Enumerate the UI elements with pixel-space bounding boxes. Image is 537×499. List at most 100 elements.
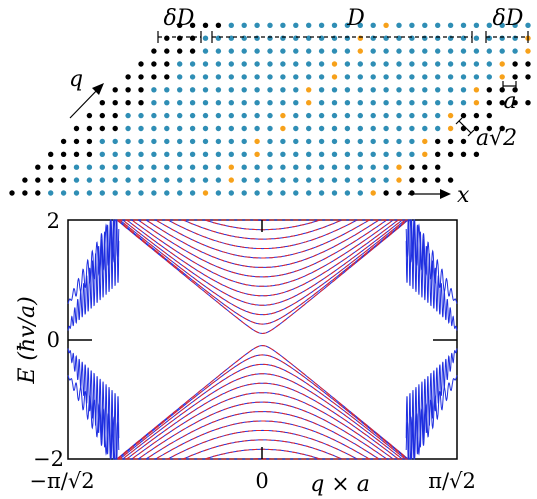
lattice-site (241, 48, 247, 54)
lattice-site (344, 74, 351, 80)
lattice-site (306, 100, 312, 106)
lattice-site (267, 35, 273, 41)
lattice-site (86, 125, 93, 132)
lattice-site (215, 61, 222, 67)
lattice-site (396, 61, 402, 67)
lattice-site (60, 151, 67, 157)
lattice-site (486, 100, 492, 106)
lattice-site (331, 112, 338, 119)
lattice-site (73, 190, 80, 196)
lattice-site (357, 100, 363, 106)
lattice-site (447, 48, 454, 54)
lattice-site (473, 112, 480, 119)
lattice-site (383, 125, 389, 132)
lattice-site (422, 164, 428, 170)
lattice-site (73, 177, 80, 183)
lattice-site (9, 190, 15, 196)
band-line-red (117, 219, 408, 278)
lattice-site (48, 177, 54, 183)
lattice-site (344, 35, 351, 41)
lattice-site (525, 48, 531, 54)
lattice-site (202, 100, 209, 106)
lattice-site (280, 35, 286, 41)
lattice-site (396, 177, 402, 183)
lattice-site (435, 48, 441, 54)
lattice-site (512, 48, 518, 54)
lattice-site (460, 74, 467, 80)
lattice-site (189, 164, 196, 170)
lattice-site (318, 125, 325, 132)
lattice-site (228, 151, 234, 157)
lattice-site (138, 87, 144, 93)
lattice-site (396, 87, 402, 93)
lattice-site (396, 48, 402, 54)
lattice-site (164, 138, 170, 145)
lattice-site (396, 74, 402, 80)
lattice-site (164, 100, 170, 106)
edge-band-blue (67, 375, 120, 460)
lattice-site (280, 151, 286, 157)
lattice-site (267, 87, 273, 93)
label-delta-d-left: δD (164, 6, 195, 31)
lattice-site (318, 100, 325, 106)
lattice-site (125, 87, 131, 93)
lattice-site (357, 125, 363, 132)
lattice-site (112, 151, 118, 157)
lattice-site (525, 74, 531, 80)
lattice-site (228, 125, 234, 132)
lattice-site (215, 190, 222, 196)
lattice-site (254, 138, 260, 145)
lattice-site (228, 35, 234, 41)
lattice-site (331, 125, 338, 132)
lattice-site (435, 151, 441, 157)
lattice-site (177, 164, 183, 170)
lattice-site (267, 138, 273, 145)
lattice-site (189, 35, 196, 41)
lattice-site (331, 164, 338, 170)
lattice-site (447, 177, 454, 183)
lattice-site (293, 190, 299, 196)
lattice-site (164, 61, 170, 67)
lattice-site (215, 112, 222, 119)
lattice-site (189, 151, 196, 157)
band-line-red (116, 344, 409, 460)
lattice-site (344, 48, 351, 54)
lattice-site (151, 48, 157, 54)
lattice-site (215, 100, 222, 106)
lattice-site (112, 177, 118, 183)
lattice-site (383, 87, 389, 93)
lattice-site (525, 100, 531, 106)
lattice-site (138, 125, 144, 132)
lattice-site (499, 48, 505, 54)
lattice-site (215, 48, 222, 54)
lattice-site (525, 61, 531, 67)
lattice-site (473, 125, 480, 132)
lattice-site (357, 164, 363, 170)
lattice-site (293, 100, 299, 106)
lattice-site (164, 35, 170, 41)
lattice-site (318, 151, 325, 157)
lattice-site (22, 177, 28, 183)
lattice-site (241, 125, 247, 132)
lattice-site (396, 112, 402, 119)
lattice-site (99, 125, 106, 132)
lattice-site (99, 100, 106, 106)
lattice-site (486, 35, 492, 41)
lattice-site (280, 100, 286, 106)
band-line-red (117, 382, 408, 460)
lattice-site (189, 22, 196, 28)
lattice-site (267, 22, 273, 28)
lattice-site (228, 112, 234, 119)
lattice-site (228, 164, 234, 170)
edge-band-blue (67, 348, 120, 460)
lattice-site (370, 74, 376, 80)
lattice-site (241, 138, 247, 145)
lattice-site (241, 74, 247, 80)
lattice-site (151, 61, 157, 67)
lattice-site (241, 164, 247, 170)
lattice-site (370, 125, 376, 132)
lattice-site (138, 190, 144, 196)
lattice-site (409, 112, 415, 119)
lattice-site (396, 151, 402, 157)
lattice-site (383, 112, 389, 119)
